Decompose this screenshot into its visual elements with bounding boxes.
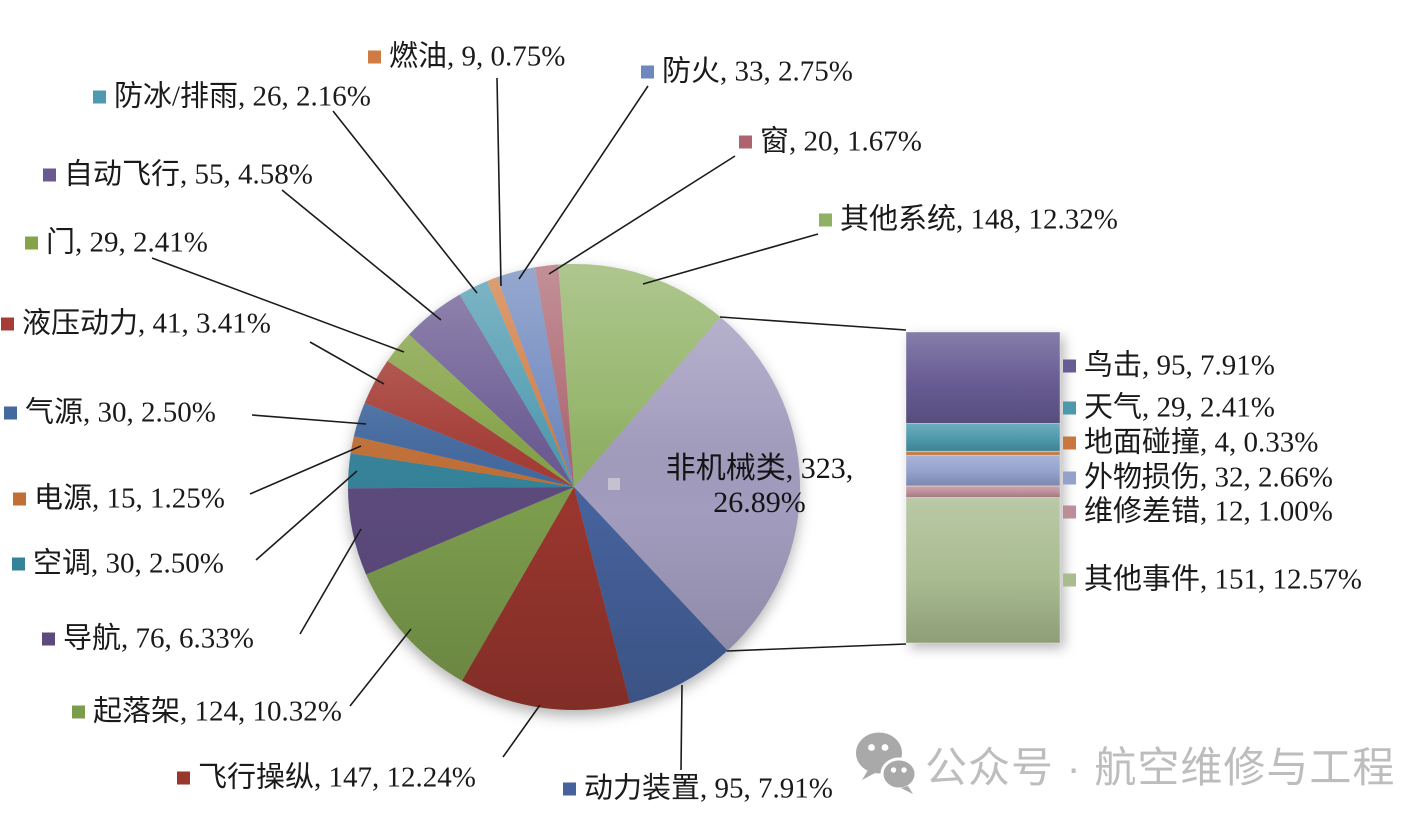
category-label-text: 其他事件, 151, 12.57% (1084, 563, 1362, 596)
category-label-ranyou[interactable]: 燃油, 9, 0.75% (368, 40, 566, 73)
category-label-zidongfeixing[interactable]: 自动飞行, 55, 4.58% (43, 158, 313, 191)
category-label-text: 防火, 33, 2.75% (662, 55, 853, 88)
category-label-text: 起落架, 124, 10.32% (93, 695, 342, 728)
category-label-text: 其他系统, 148, 12.32% (840, 203, 1118, 236)
center-data-label-line1: 非机械类, 323, (665, 452, 854, 485)
legend-key-icon (368, 50, 381, 64)
leader-line-zidongfeixing (281, 189, 442, 321)
category-label-text: 空调, 30, 2.50% (33, 547, 224, 580)
category-label-text: 自动飞行, 55, 4.58% (64, 158, 313, 191)
category-label-text: 导航, 76, 6.33% (63, 622, 254, 655)
breakout-bar (905, 331, 1061, 644)
legend-key-icon (177, 771, 190, 785)
category-label-text: 维修差错, 12, 1.00% (1084, 495, 1333, 528)
legend-key-icon (1, 317, 14, 331)
category-label-men[interactable]: 门, 29, 2.41% (25, 226, 208, 259)
category-label-feixingcaozong[interactable]: 飞行操纵, 147, 12.24% (177, 761, 476, 794)
leader-line-feixingcaozong (502, 704, 541, 758)
category-label-dianyuan[interactable]: 电源, 15, 1.25% (13, 482, 225, 515)
legend-key-icon (1063, 359, 1076, 373)
leader-line-fangbingpaiyu (332, 110, 478, 294)
category-label-fanghuo[interactable]: 防火, 33, 2.75% (641, 55, 853, 88)
category-label-text: 电源, 15, 1.25% (34, 482, 225, 515)
category-label-chuang[interactable]: 窗, 20, 1.67% (739, 125, 922, 158)
category-label-weixiuchacuo[interactable]: 维修差错, 12, 1.00% (1063, 495, 1333, 528)
category-label-qiyuan[interactable]: 气源, 30, 2.50% (4, 396, 216, 429)
category-label-qitashijian[interactable]: 其他事件, 151, 12.57% (1063, 563, 1362, 596)
leader-line-daohang (299, 528, 362, 635)
category-label-niaoji[interactable]: 鸟击, 95, 7.91% (1063, 349, 1275, 382)
legend-key-icon (43, 168, 56, 182)
category-label-text: 动力装置, 95, 7.91% (584, 772, 833, 805)
legend-key-icon (1063, 471, 1076, 485)
category-label-daohang[interactable]: 导航, 76, 6.33% (42, 622, 254, 655)
legend-key-icon (1063, 505, 1076, 519)
category-label-text: 天气, 29, 2.41% (1084, 391, 1275, 424)
bar-connector-top (719, 316, 907, 331)
category-label-donglizhuangzhi[interactable]: 动力装置, 95, 7.91% (563, 772, 833, 805)
category-label-kongtiao[interactable]: 空调, 30, 2.50% (12, 547, 224, 580)
leader-line-dianyuan (249, 445, 362, 495)
category-label-fangbingpaiyu[interactable]: 防冰/排雨, 26, 2.16% (93, 80, 371, 113)
bar-segment-tianqi[interactable] (905, 423, 1061, 452)
category-label-text: 飞行操纵, 147, 12.24% (198, 761, 476, 794)
center-data-label-line2: 26.89% (713, 486, 806, 519)
legend-key-icon (12, 557, 25, 571)
legend-key-icon (93, 90, 106, 104)
leader-line-donglizhuangzhi (680, 684, 683, 771)
legend-key-icon (13, 492, 26, 506)
category-label-text: 门, 29, 2.41% (46, 226, 208, 259)
legend-key-icon (4, 406, 17, 420)
legend-key-icon (1063, 573, 1076, 587)
category-label-dimianpengzhuang[interactable]: 地面碰撞, 4, 0.33% (1063, 426, 1319, 459)
bar-segment-waiwusunshang[interactable] (905, 454, 1061, 487)
category-label-text: 液压动力, 41, 3.41% (22, 307, 271, 340)
legend-key-icon (72, 705, 85, 719)
bar-segment-niaoji[interactable] (905, 331, 1061, 424)
category-label-yeyadongli[interactable]: 液压动力, 41, 3.41% (1, 307, 271, 340)
leader-line-yeyadongli (309, 341, 385, 385)
legend-key-icon (641, 65, 654, 79)
leader-lines (151, 77, 907, 771)
legend-key-icon (25, 236, 38, 250)
category-label-text: 气源, 30, 2.50% (25, 396, 216, 429)
leader-line-fanghuo (518, 85, 649, 280)
leader-line-kongtiao (255, 470, 358, 561)
category-label-text: 外物损伤, 32, 2.66% (1084, 461, 1333, 494)
legend-key-icon (1063, 401, 1076, 415)
category-label-text: 鸟击, 95, 7.91% (1084, 349, 1275, 382)
category-label-text: 窗, 20, 1.67% (760, 125, 922, 158)
legend-key-icon (563, 782, 576, 796)
category-label-qitaxitong[interactable]: 其他系统, 148, 12.32% (819, 203, 1118, 236)
wechat-icon (856, 732, 917, 794)
center-label-key-marker (608, 478, 620, 490)
category-label-text: 地面碰撞, 4, 0.33% (1084, 426, 1319, 459)
category-label-text: 防冰/排雨, 26, 2.16% (114, 80, 371, 113)
leader-line-qiyuan (251, 414, 367, 425)
center-data-label[interactable]: 非机械类, 323, 26.89% (587, 452, 932, 520)
watermark-text: 公众号 · 航空维修与工程 (925, 743, 1396, 791)
leader-line-chuang (548, 155, 736, 275)
leader-line-men (151, 257, 405, 353)
legend-key-icon (819, 213, 832, 227)
leader-line-qitaxitong (642, 233, 819, 285)
category-label-qiluojia[interactable]: 起落架, 124, 10.32% (72, 695, 342, 728)
bar-connector-bottom (726, 643, 907, 652)
bar-segment-qitashijian[interactable] (905, 497, 1061, 644)
legend-key-icon (1063, 436, 1076, 450)
category-label-tianqi[interactable]: 天气, 29, 2.41% (1063, 391, 1275, 424)
leader-line-ranyou (496, 77, 502, 287)
legend-key-icon (739, 135, 752, 149)
category-label-waiwusunshang[interactable]: 外物损伤, 32, 2.66% (1063, 461, 1333, 494)
watermark: 公众号 · 航空维修与工程 (853, 731, 1395, 797)
category-label-text: 燃油, 9, 0.75% (389, 40, 566, 73)
legend-key-icon (42, 632, 55, 646)
leader-line-qiluojia (349, 628, 412, 707)
